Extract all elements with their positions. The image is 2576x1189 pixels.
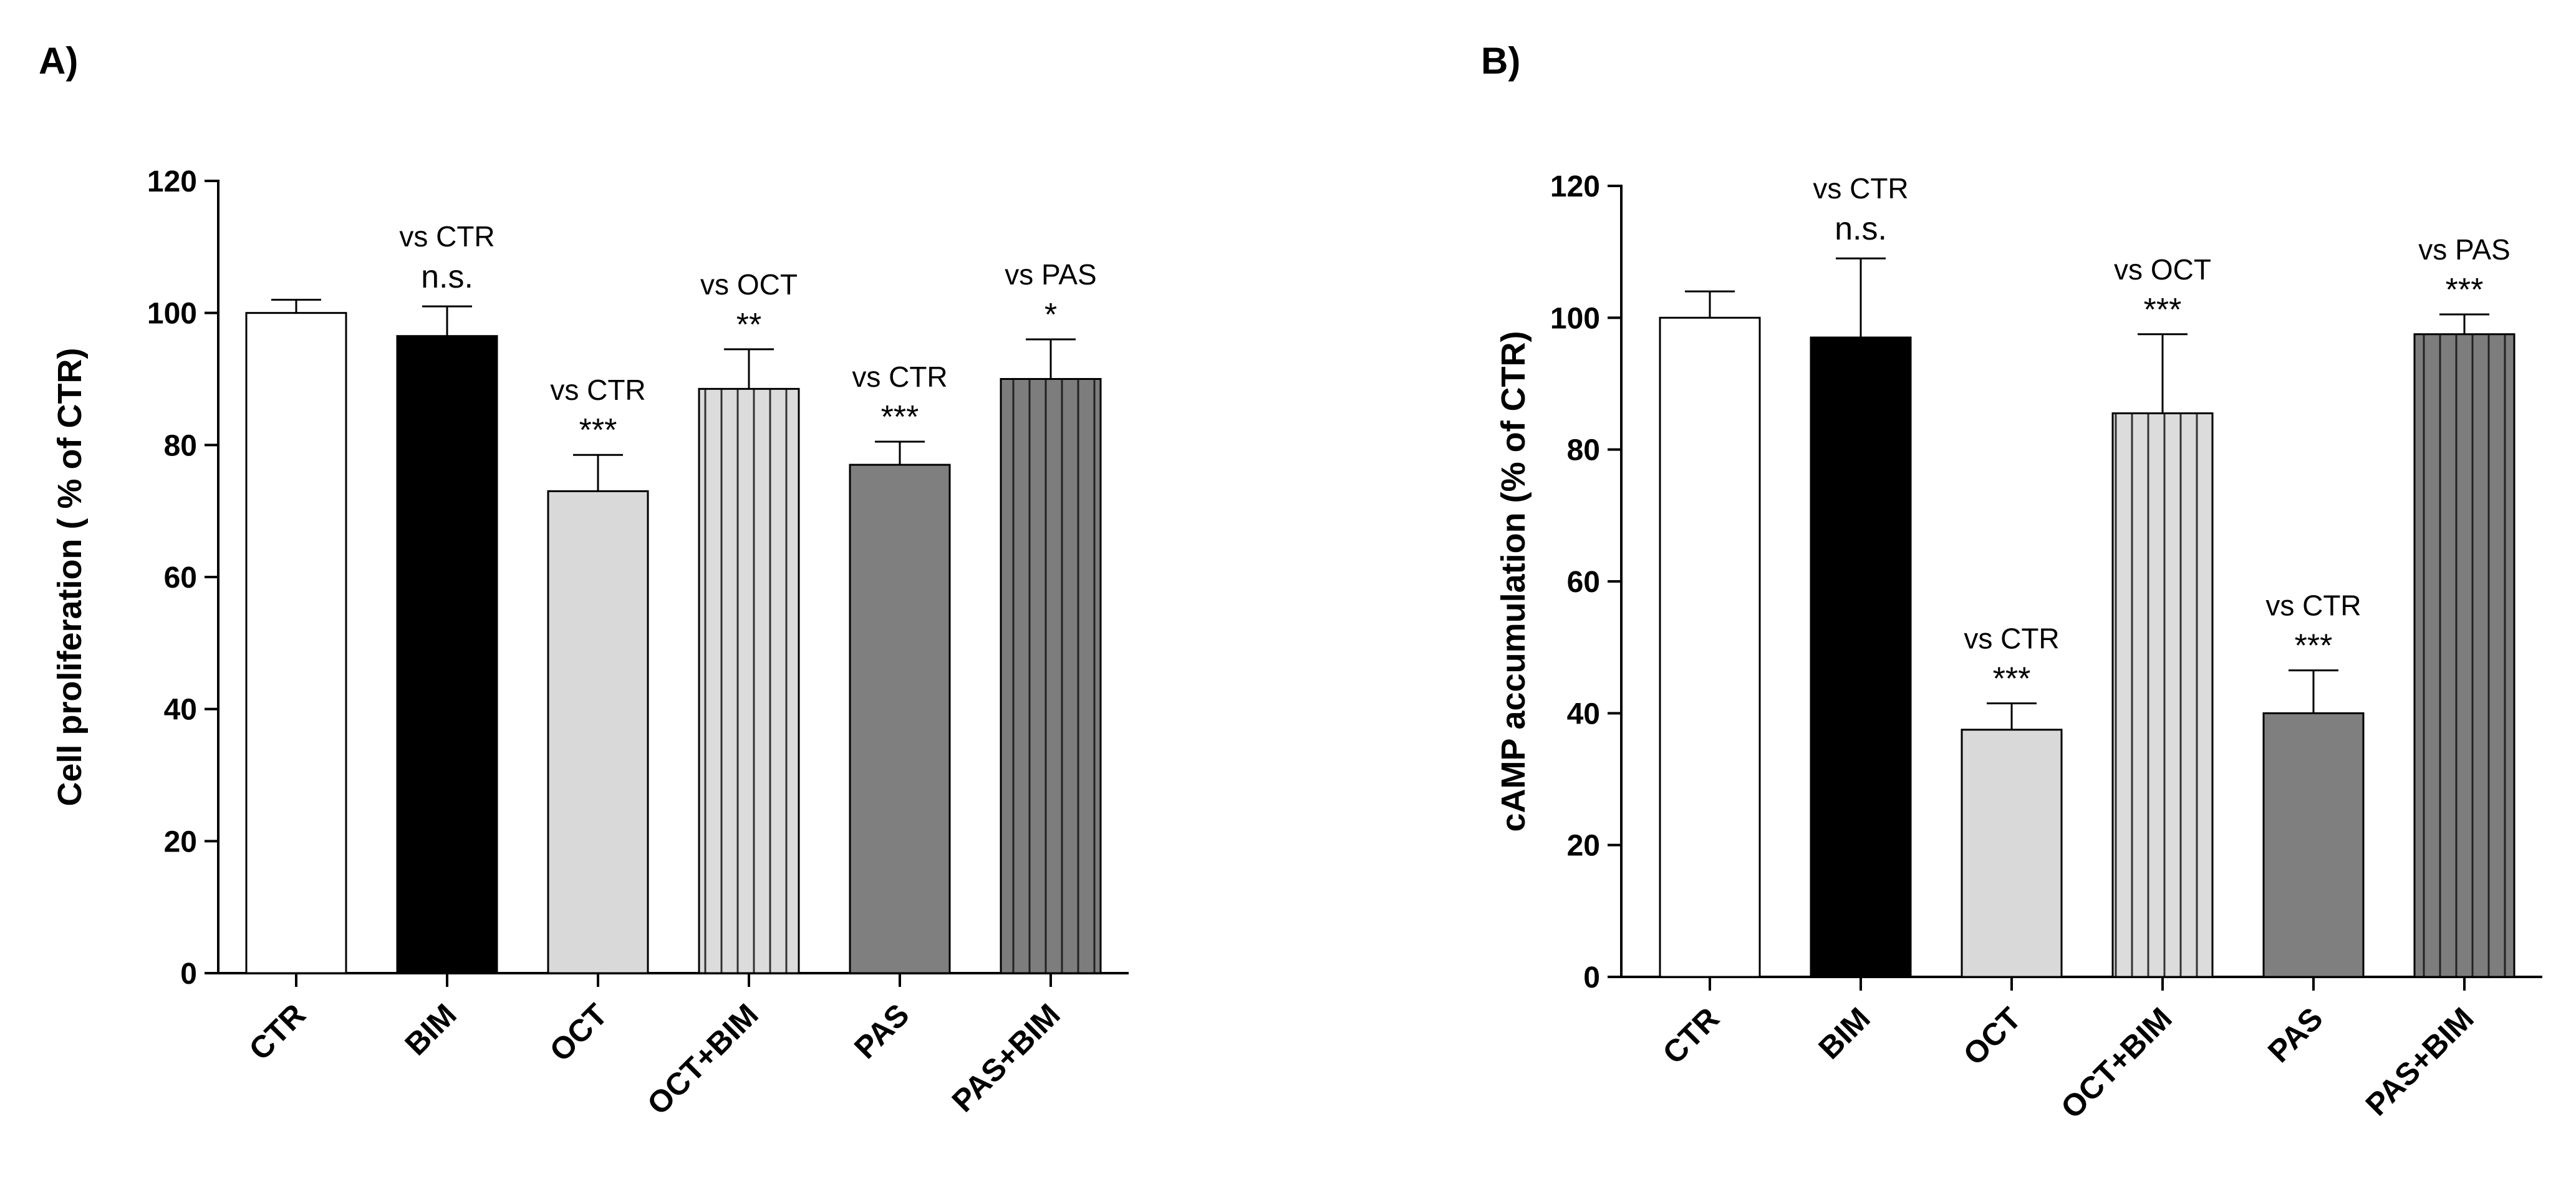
panel-a-y-tick-label: 20 — [164, 825, 197, 858]
panel-b-comparison-label: vs OCT — [2114, 253, 2211, 286]
panel-b-significance-label: *** — [1993, 661, 2031, 697]
panel-a-significance-label: ** — [736, 307, 761, 343]
panel-a-comparison-label: vs CTR — [550, 374, 645, 406]
panel-a-comparison-label: vs CTR — [399, 220, 494, 253]
panel-b-category-label: OCT+BIM — [2054, 1001, 2179, 1125]
panel-a-category-label: OCT+BIM — [640, 997, 765, 1122]
panel-b-bar-oct — [1961, 729, 2063, 978]
panel-b-y-tick-label: 100 — [1550, 302, 1600, 335]
panel-b-bar-oct-bim — [2111, 412, 2214, 978]
panel-a-y-tick-label: 100 — [147, 298, 197, 331]
panel-b-bar-pas-bim — [2413, 333, 2516, 978]
panel-a-comparison-label: vs PAS — [1005, 258, 1096, 291]
panel-b-y-tick-label: 20 — [1567, 830, 1600, 863]
panel-b-significance-label: *** — [2295, 628, 2333, 664]
panel-a-category-label: PAS — [847, 997, 916, 1065]
panel-a-y-tick-label: 120 — [147, 165, 197, 198]
panel-a-y-tick-label: 0 — [180, 958, 197, 991]
panel-b-y-tick-label: 0 — [1583, 961, 1600, 994]
panel-b-bar-bim — [1810, 336, 1912, 978]
panel-b-y-tick-label: 40 — [1567, 697, 1600, 730]
panel-b-comparison-label: vs CTR — [2265, 590, 2361, 622]
panel-a-y-tick-label: 60 — [164, 561, 197, 594]
panel-a-bar-pas-bim — [1000, 378, 1102, 974]
panel-b-category-label: BIM — [1811, 1001, 1876, 1065]
panel-b-bar-pas — [2262, 712, 2365, 978]
panel-a-y-tick-label: 40 — [164, 694, 197, 727]
panel-a-category-label: PAS+BIM — [945, 997, 1067, 1119]
panel-a-category-label: BIM — [398, 997, 463, 1062]
panel-b-comparison-label: vs CTR — [1964, 622, 2059, 654]
panel-a-bar-oct — [547, 490, 649, 974]
panel-a-significance-label: n.s. — [421, 259, 473, 295]
panel-a-label: A) — [39, 40, 78, 82]
panel-b-category-label: OCT — [1957, 1001, 2028, 1072]
panel-b-y-axis-title: cAMP accumulation (% of CTR) — [1495, 331, 1532, 832]
panel-a-significance-label: *** — [579, 412, 617, 449]
panel-b-category-label: PAS — [2261, 1001, 2330, 1069]
panel-b-y-tick-label: 80 — [1567, 434, 1600, 467]
panel-b-category-label: PAS+BIM — [2359, 1001, 2481, 1122]
panel-a-y-axis-title: Cell proliferation ( % of CTR) — [51, 348, 89, 807]
panel-a-y-tick-label: 80 — [164, 429, 197, 462]
panel-a-bar-oct-bim — [698, 387, 800, 974]
panel-b-category-label: CTR — [1656, 1001, 1726, 1070]
panel-b-chart: B) cAMP accumulation (% of CTR) 0 20 40 60 80 1… — [1481, 40, 2542, 1125]
panel-a-bar-bim — [396, 335, 498, 974]
panel-b-significance-label: *** — [2144, 292, 2182, 328]
panel-a-category-label: CTR — [243, 997, 312, 1067]
panel-a-bar-pas — [849, 463, 951, 974]
panel-a-comparison-label: vs CTR — [852, 361, 947, 393]
panel-b-comparison-label: vs PAS — [2418, 233, 2510, 266]
panel-b-label: B) — [1481, 40, 1520, 82]
panel-a-significance-label: * — [1044, 297, 1057, 333]
panel-a-comparison-label: vs OCT — [700, 268, 798, 301]
panel-b-bar-ctr — [1659, 316, 1761, 978]
panel-b-y-tick-label: 60 — [1567, 566, 1600, 599]
panel-b-significance-label: *** — [2446, 272, 2484, 308]
panel-a-chart: A) Cell proliferation ( % of CTR) 0 20 40 60 8… — [39, 40, 1129, 1122]
panel-b-significance-label: n.s. — [1835, 211, 1887, 247]
panel-b-y-tick-label: 120 — [1550, 170, 1600, 203]
panel-a-bar-ctr — [245, 312, 347, 974]
panel-a-category-label: OCT — [543, 997, 614, 1068]
panel-a-significance-label: *** — [881, 399, 919, 435]
panel-b-comparison-label: vs CTR — [1813, 172, 1908, 205]
